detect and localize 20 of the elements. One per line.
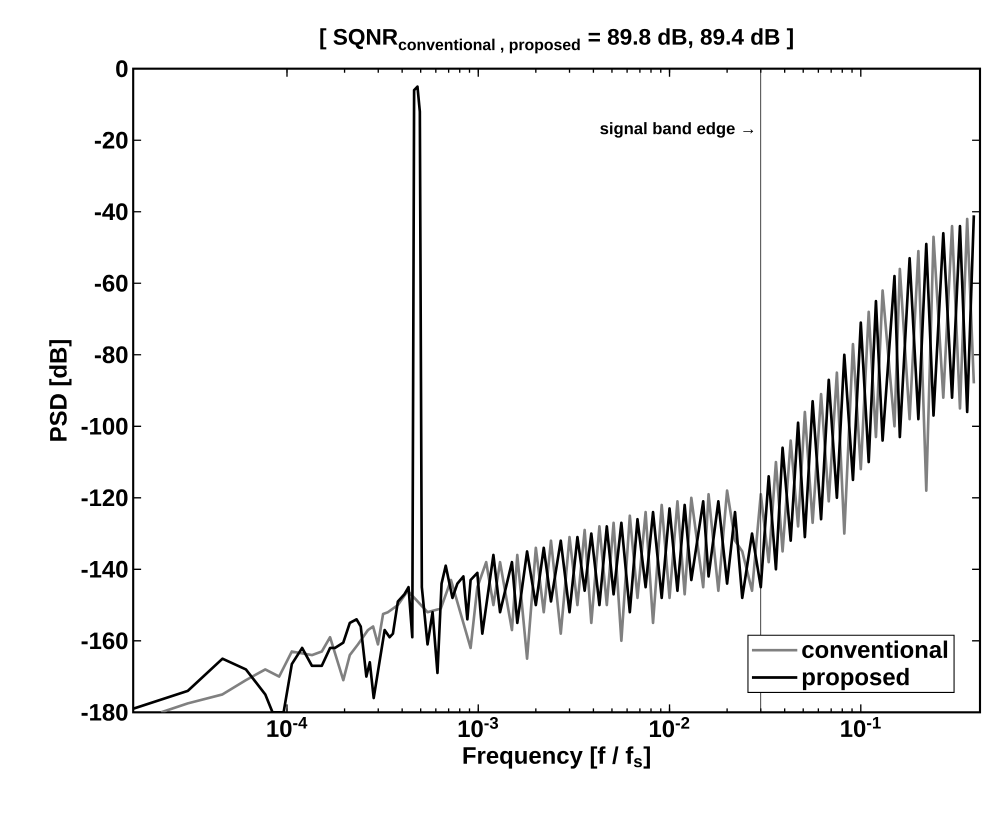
y-tick-label: -120 <box>82 489 128 506</box>
legend-label: proposed <box>802 668 909 690</box>
x-tick-label: 10$^{-3}$ <box>458 717 498 738</box>
chart-title: $\text{[ SQNR}_{\text{conventional , proposed}}\text{ = 89.8 dB, 89.4 dB ]}$ <box>320 28 793 54</box>
y-tick-label: -80 <box>94 346 128 364</box>
x-tick-label: 10$^{-2}$ <box>650 717 690 738</box>
x-axis-title: Frequency [f / f$_{s}$] <box>464 746 650 769</box>
y-tick-label: -20 <box>94 132 128 149</box>
y-tick-label: -60 <box>94 274 128 292</box>
ref-line-label: signal band edge → <box>600 122 754 138</box>
legend-label: conventional <box>802 640 948 658</box>
y-tick-label: -140 <box>82 560 128 578</box>
y-tick-label: -180 <box>82 704 128 721</box>
y-tick-label: 0 <box>116 60 128 78</box>
y-tick-label: -40 <box>94 203 128 220</box>
x-tick-label: 10$^{-1}$ <box>841 717 881 738</box>
y-axis-title: PSD [dB] <box>49 340 72 441</box>
y-tick-label: -160 <box>82 632 128 650</box>
y-tick-label: -100 <box>82 418 128 435</box>
x-tick-label: 10$^{-4}$ <box>267 717 308 738</box>
